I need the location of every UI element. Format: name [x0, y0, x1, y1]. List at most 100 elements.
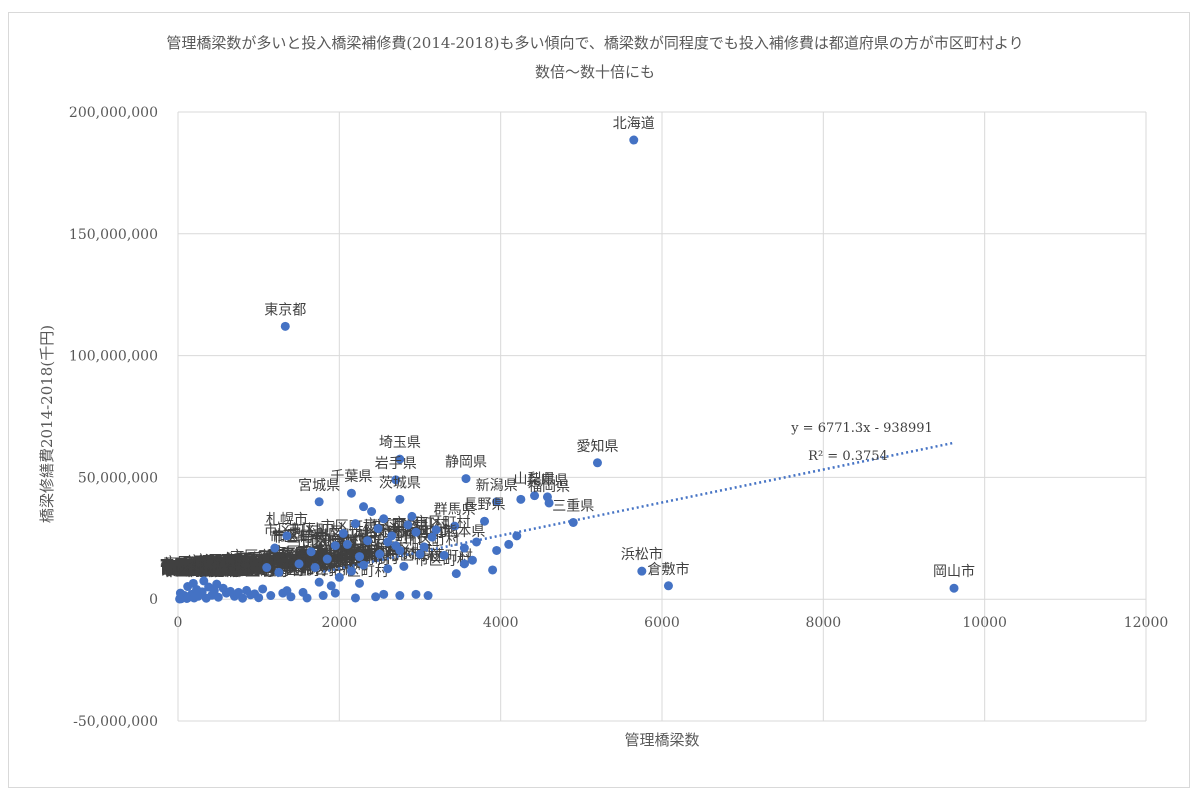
cluster-label: 市区町村 [163, 562, 219, 579]
cluster-label: 市区町村 [182, 563, 238, 580]
data-point-labeled [391, 475, 401, 485]
trendline-r2: R² = 0.3754 [808, 449, 888, 464]
data-point [225, 586, 235, 596]
data-point-labeled [395, 494, 405, 504]
cluster-label: 市区町村 [219, 557, 275, 574]
data-point [330, 541, 340, 551]
cluster-label: 市区町村 [185, 563, 241, 580]
point-label: 福岡県 [528, 479, 570, 495]
chart-frame [8, 12, 1190, 788]
data-point-labeled [592, 458, 602, 468]
cluster-label: 市区町村 [161, 560, 217, 577]
cluster-label: 市区町村 [201, 554, 257, 571]
data-point [310, 563, 320, 573]
data-point [218, 583, 228, 593]
data-point [250, 589, 260, 599]
x-tick-label: 12000 [1124, 615, 1169, 631]
data-point-labeled [314, 497, 324, 507]
cluster-label: 市区町村 [264, 521, 320, 538]
cluster-label: 市区町村 [179, 557, 235, 574]
data-point [270, 543, 280, 553]
data-point [411, 527, 421, 537]
data-points [175, 135, 959, 604]
point-label: 山梨県 [514, 472, 556, 488]
cluster-label: 市区町村 [269, 529, 325, 546]
cluster-label: 市区町村 [199, 556, 255, 573]
cluster-label: 市区町村 [243, 555, 299, 572]
data-point [294, 559, 304, 569]
cluster-label: 市区町村 [169, 559, 225, 576]
cluster-label: 市区町村 [164, 563, 220, 580]
chart-title-line1: 管理橋梁数が多いと投入橋梁補修費(2014-2018)も多い傾向で、橋梁数が同程… [166, 34, 1023, 52]
data-point [338, 528, 348, 538]
cluster-label: 市区町村 [206, 557, 262, 574]
cluster-label: 市区町村 [179, 563, 235, 580]
data-point-labeled [568, 517, 578, 527]
cluster-label: 市区町村 [232, 552, 288, 569]
data-point-labeled [346, 488, 356, 498]
point-label: 愛知県 [576, 438, 618, 455]
data-point [326, 581, 336, 591]
data-point [318, 591, 328, 601]
data-point [330, 588, 340, 598]
data-point [439, 550, 449, 560]
cluster-label: 市区町村 [164, 555, 220, 572]
data-point [359, 560, 369, 570]
cluster-label: 市区町村 [180, 559, 236, 576]
cluster-label: 市区町村 [171, 559, 227, 576]
point-label: 兵庫県 [526, 472, 568, 489]
data-point [427, 532, 437, 542]
cluster-label: 市区町村 [161, 561, 217, 578]
data-point [262, 563, 272, 573]
cluster-label: 市区町村 [195, 562, 251, 579]
cluster-label: 市区町村 [210, 560, 266, 577]
cluster-label: 市区町村 [160, 557, 216, 574]
cluster-label: 市区町村 [186, 555, 242, 572]
data-point [175, 594, 185, 604]
point-label: 熊本県 [443, 524, 485, 540]
cluster-label: 市区町村 [161, 559, 217, 576]
data-point [415, 549, 425, 559]
cluster-label: 市区町村 [164, 562, 220, 579]
cluster-label: 市区町村 [251, 559, 307, 576]
data-point [183, 582, 193, 592]
cluster-label: 市区町村 [321, 518, 377, 535]
cluster-label: 市区町村 [161, 560, 217, 577]
data-point [298, 587, 308, 597]
cluster-label: 市区町村 [191, 562, 247, 579]
x-tick-labels: 0 2000 4000 6000 8000 10000 12000 [174, 615, 1169, 631]
data-point-labeled [395, 454, 405, 464]
cluster-label: 市区町村 [178, 557, 234, 574]
data-point [258, 584, 268, 594]
data-point [242, 585, 252, 595]
y-tick-label: 150,000,000 [69, 227, 158, 243]
data-point-labeled [461, 474, 471, 484]
data-point [306, 547, 316, 557]
cluster-label: 市区町村 [160, 560, 216, 577]
data-point-labeled [637, 566, 647, 576]
point-label: 東京都 [264, 302, 306, 318]
x-tick-label: 4000 [483, 615, 519, 631]
cluster-label: 市区町村 [204, 561, 260, 578]
cluster-label: 市区町村 [272, 527, 328, 544]
cluster-label: 市区町村 [171, 557, 227, 574]
cluster-label: 市区町村 [162, 561, 218, 578]
cluster-label: 市区町村 [288, 521, 344, 538]
data-point [419, 542, 429, 552]
gridlines [177, 111, 1147, 722]
cluster-label: 市区町村 [221, 558, 277, 575]
trendline [322, 441, 953, 574]
point-label: 倉敷市 [647, 561, 689, 578]
cluster-label: 市区町村 [279, 562, 335, 579]
data-point [350, 519, 360, 529]
y-axis-label: 橋梁修繕費2014-2018(千円) [38, 325, 56, 523]
point-label: 三重県 [552, 498, 594, 514]
data-point [451, 569, 461, 579]
cluster-label: 市区町村 [160, 556, 216, 573]
cluster-label: 市区町村 [160, 563, 216, 580]
cluster-label: 市区町村 [195, 562, 251, 579]
cluster-label: 市区町村 [168, 562, 224, 579]
cluster-label: 市区町村 [203, 562, 259, 579]
point-label: 岩手県 [375, 456, 417, 472]
